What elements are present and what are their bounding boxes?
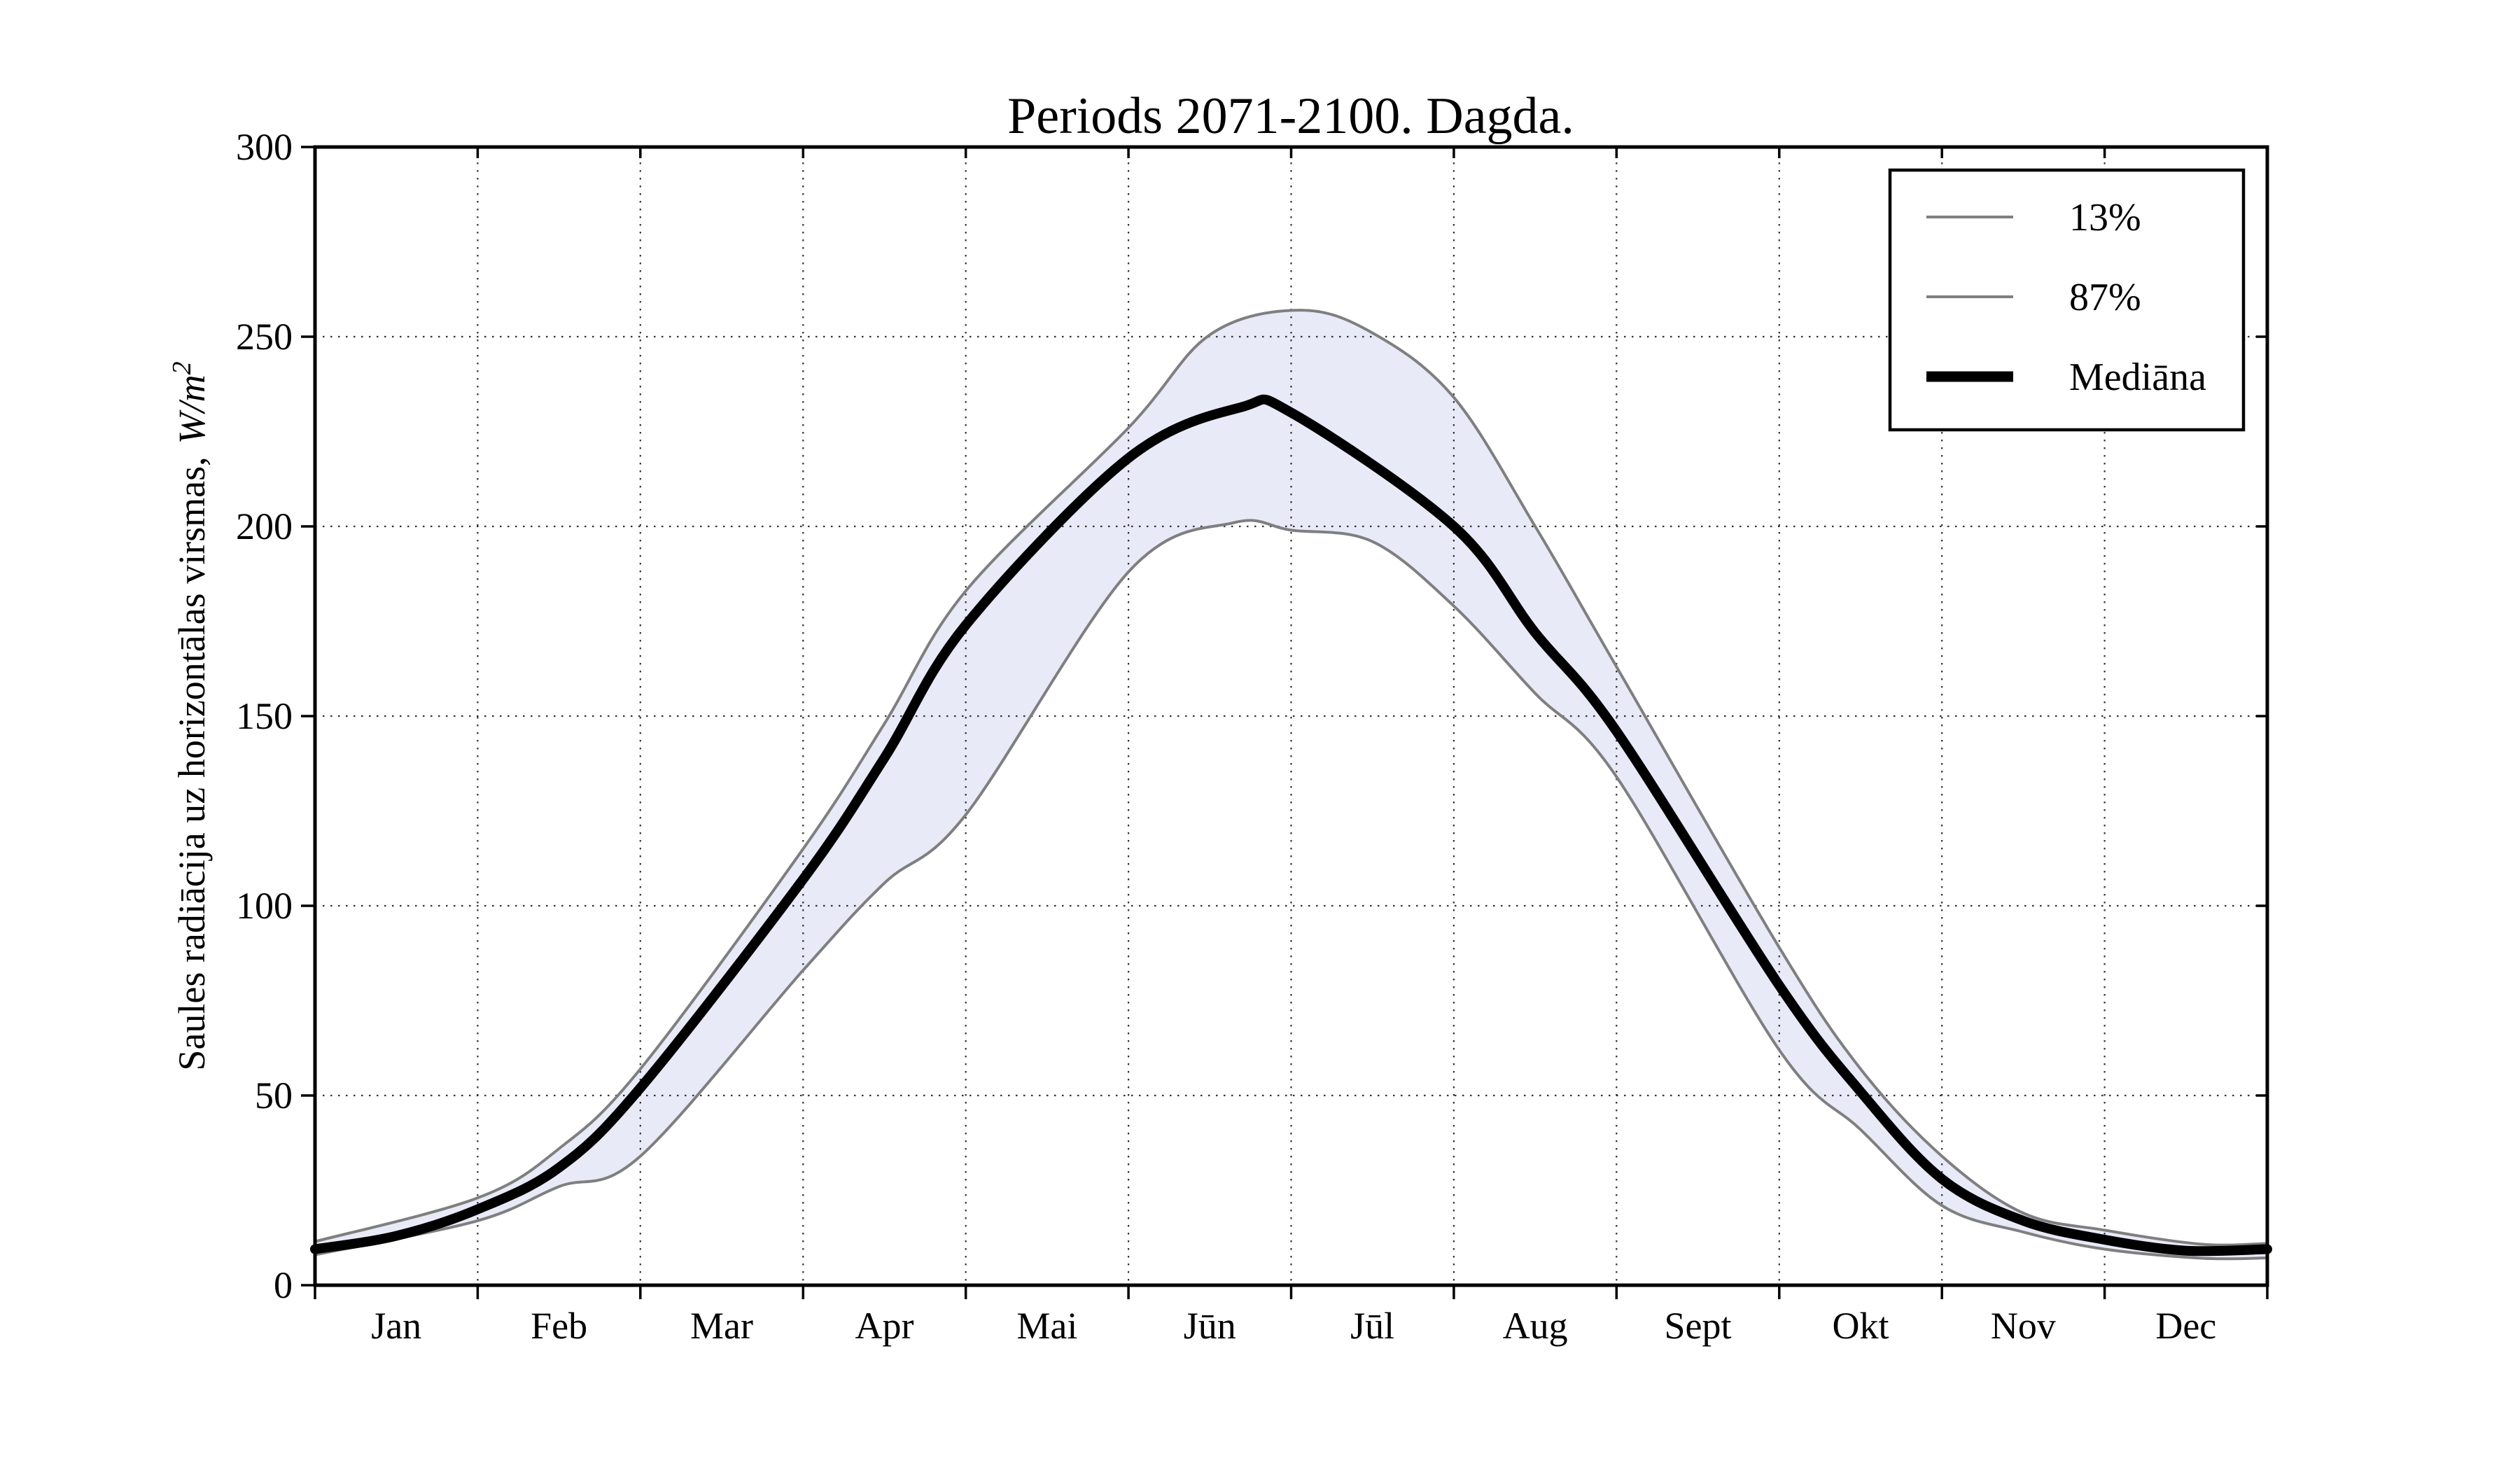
x-tick-label: Aug [1503, 1305, 1568, 1347]
x-tick-label: Mar [690, 1305, 753, 1347]
x-tick-label: Feb [531, 1305, 587, 1347]
legend-label-87pct: 87% [2069, 276, 2141, 319]
tick-layer [301, 146, 2269, 1299]
chart-title: Periods 2071-2100. Dagda. [1007, 88, 1574, 145]
line-layer [310, 309, 2272, 1261]
series-line-87pct [314, 309, 2269, 1247]
legend: 13% 87% Mediāna [1888, 168, 2246, 432]
y-tick-label: 300 [236, 126, 293, 168]
y-axis-label: Saules radiācija uz horizontālas virsmas… [167, 361, 213, 1070]
x-tick-label: Jūl [1350, 1305, 1394, 1347]
x-tick-label: Sept [1664, 1305, 1731, 1347]
y-tick-label: 150 [236, 695, 293, 737]
y-axis-label-units: W/m [171, 374, 213, 444]
y-axis-label-text: Saules radiācija uz horizontālas virsmas… [171, 456, 213, 1070]
y-tick-label: 200 [236, 505, 293, 547]
percentile-band [315, 310, 2267, 1259]
x-tick-label: Mai [1016, 1305, 1077, 1347]
x-tick-label: Dec [2155, 1305, 2216, 1347]
x-tick-label: Jūn [1184, 1305, 1236, 1347]
x-tick-label: Nov [1991, 1305, 2056, 1347]
percentile-band-layer [315, 310, 2267, 1259]
y-tick-label: 100 [236, 885, 293, 927]
y-tick-label: 50 [255, 1074, 293, 1116]
legend-box [1888, 168, 2246, 432]
series-line-mediāna [310, 394, 2272, 1256]
tick-label-layer: 0 50 100 150 200 250 300 Jan Feb Mar Apr Mai Jūn Jūl A… [236, 126, 2216, 1347]
series-line-13pct [314, 519, 2269, 1261]
x-tick-label: Okt [1833, 1305, 1889, 1347]
y-axis-label-exponent: 2 [167, 361, 197, 374]
legend-label-mediana: Mediāna [2069, 356, 2206, 399]
x-tick-label: Jan [371, 1305, 421, 1347]
legend-label-13pct: 13% [2069, 196, 2141, 239]
y-tick-label: 0 [274, 1264, 293, 1306]
y-tick-label: 250 [236, 316, 293, 358]
x-tick-label: Apr [855, 1305, 914, 1347]
